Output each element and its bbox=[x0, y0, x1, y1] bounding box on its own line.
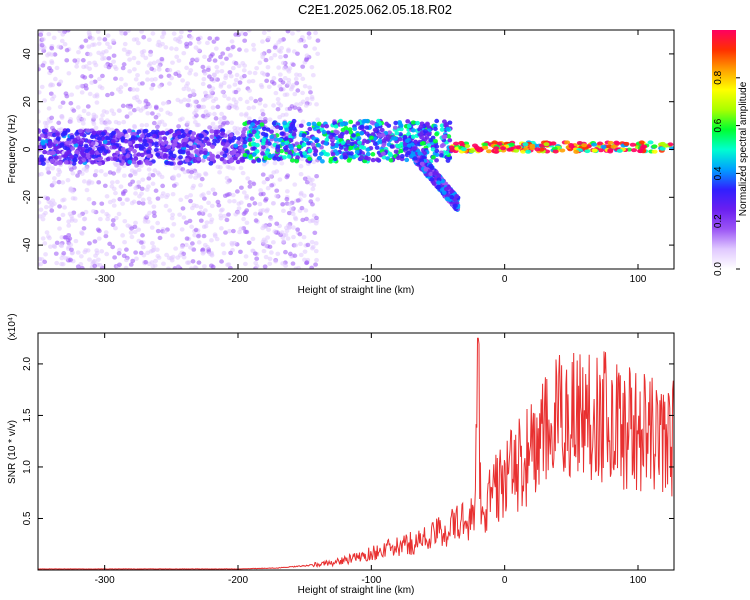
snr-x-axis-title: Height of straight line (km) bbox=[298, 585, 415, 596]
y-tick-label: -40 bbox=[22, 237, 33, 252]
x-tick-label: 100 bbox=[630, 274, 647, 285]
y-tick-label: 1.5 bbox=[22, 408, 33, 422]
spectrogram-y-ticks: -40 -20 0 20 40 bbox=[22, 48, 674, 252]
spectrogram-heatmap bbox=[38, 30, 674, 269]
x-tick-label: -100 bbox=[361, 575, 381, 586]
y-tick-label: -20 bbox=[22, 190, 33, 205]
colorbar bbox=[712, 30, 736, 269]
x-tick-label: -300 bbox=[95, 274, 115, 285]
x-tick-label: -200 bbox=[228, 274, 248, 285]
snr-y-ticks: 0.5 1.0 1.5 2.0 bbox=[22, 357, 674, 525]
x-tick-label: 100 bbox=[630, 575, 647, 586]
y-tick-label: 20 bbox=[22, 96, 33, 108]
colorbar-tick-label: 0.2 bbox=[713, 214, 724, 228]
x-tick-label: -300 bbox=[95, 575, 115, 586]
spectrogram-y-axis-title: Frequency (Hz) bbox=[7, 115, 18, 184]
heatmap-region-narrow-tone bbox=[448, 140, 674, 154]
x-tick-label: 0 bbox=[502, 575, 508, 586]
y-tick-label: 2.0 bbox=[22, 357, 33, 371]
snr-x-ticks: -300 -200 -100 0 100 bbox=[95, 333, 647, 586]
heatmap-region-descending-branch bbox=[402, 134, 461, 212]
snr-plot-area bbox=[38, 337, 674, 570]
snr-y-axis-title: SNR (10 * v/v) bbox=[7, 420, 18, 484]
x-tick-label: 0 bbox=[502, 274, 508, 285]
x-tick-label: -100 bbox=[361, 274, 381, 285]
snr-y-multiplier: (x10⁴) bbox=[7, 313, 18, 340]
colorbar-tick-label: 0.8 bbox=[713, 70, 724, 84]
y-tick-label: 1.0 bbox=[22, 460, 33, 474]
y-tick-label: 40 bbox=[22, 48, 33, 60]
colorbar-ticks: 0.0 0.2 0.4 0.6 0.8 bbox=[713, 70, 740, 276]
colorbar-title: Normalized spectral amplitude bbox=[738, 81, 749, 216]
x-tick-label: -200 bbox=[228, 575, 248, 586]
spectrogram-x-ticks: -300 -200 -100 0 100 bbox=[95, 30, 647, 285]
colorbar-tick-label: 0.0 bbox=[713, 262, 724, 276]
y-tick-label: 0 bbox=[22, 146, 33, 152]
spectrogram-x-axis-title: Height of straight line (km) bbox=[298, 285, 415, 296]
colorbar-tick-label: 0.4 bbox=[713, 166, 724, 180]
snr-series-line bbox=[38, 337, 674, 570]
colorbar-tick-label: 0.6 bbox=[713, 118, 724, 132]
figure-title: C2E1.2025.062.05.18.R02 bbox=[298, 2, 452, 17]
snr-frame bbox=[37, 332, 675, 571]
heatmap-region-band-core bbox=[38, 128, 248, 167]
y-tick-label: 0.5 bbox=[22, 511, 33, 525]
